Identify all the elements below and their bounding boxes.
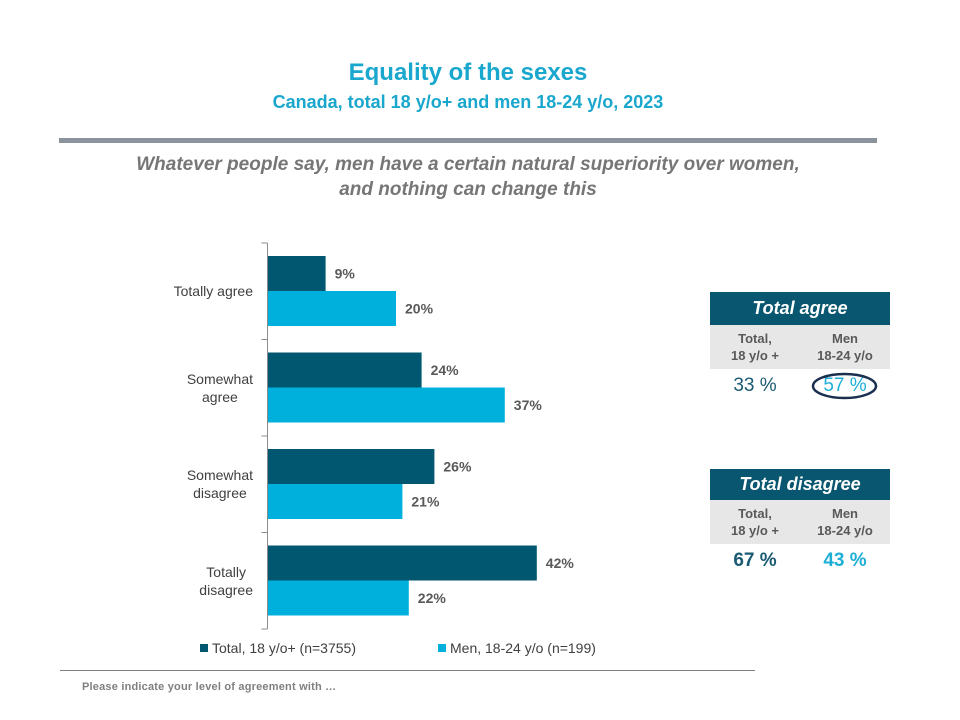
category-label: Totally agree xyxy=(174,282,253,300)
column-header-total: Total, 18 y/o + xyxy=(710,500,800,544)
data-label-men-4: 22% xyxy=(418,590,447,606)
survey-question-line-1: Whatever people say, men have a certain … xyxy=(136,154,800,175)
legend-item-total: Total, 18 y/o+ (n=3755) xyxy=(200,639,356,657)
total-disagree-column-headers: Total, 18 y/o + Men 18-24 y/o xyxy=(710,500,890,544)
column-header-line: Total, xyxy=(738,506,772,521)
bar-men-2 xyxy=(268,387,505,423)
highlight-ellipse-shape xyxy=(811,372,878,400)
category-label-line: Totally xyxy=(206,563,246,580)
data-label-men-3: 21% xyxy=(411,494,440,510)
data-label-men-2: 37% xyxy=(514,397,543,413)
legend-label-men: Men, 18-24 y/o (n=199) xyxy=(450,640,596,656)
bar-total-1 xyxy=(268,256,326,291)
data-label-total-4: 42% xyxy=(546,555,575,571)
bar-total-4 xyxy=(268,545,537,581)
footer-note: Please indicate your level of agreement … xyxy=(82,681,337,693)
column-header-line: 18-24 y/o xyxy=(817,523,873,538)
category-label-line: Totally agree xyxy=(173,283,253,299)
data-label-men-1: 20% xyxy=(405,301,434,317)
column-header-line: Total, xyxy=(738,331,772,346)
highlight-ellipse xyxy=(811,372,878,400)
category-label-text: Somewhat disagree xyxy=(187,466,253,502)
bar-men-1 xyxy=(268,291,396,326)
total-disagree-men-value: 43 % xyxy=(823,550,867,571)
category-label-line: Somewhat xyxy=(186,370,253,387)
chart-legend: Total, 18 y/o+ (n=3755) Men, 18-24 y/o (… xyxy=(0,639,960,657)
category-label: Somewhat agree xyxy=(187,370,253,406)
total-agree-men-value: 57 % xyxy=(823,375,867,396)
column-header-men: Men 18-24 y/o xyxy=(800,500,890,544)
bar-total-3 xyxy=(268,449,435,484)
column-header-line: Men xyxy=(832,506,858,521)
survey-question-line-2: and nothing can change this xyxy=(339,179,597,200)
total-agree-table: Total agree Total, 18 y/o + Men 18-24 y/… xyxy=(710,292,890,403)
total-agree-total-value: 33 % xyxy=(733,375,777,396)
total-agree-header: Total agree xyxy=(710,292,890,325)
bar-men-4 xyxy=(268,580,409,616)
category-label-line: disagree xyxy=(193,485,247,501)
category-label-text: Totally agree xyxy=(174,282,253,300)
data-label-total-3: 26% xyxy=(443,459,472,475)
total-disagree-total-value: 67 % xyxy=(733,550,777,571)
header-divider xyxy=(59,138,877,143)
legend-swatch-total xyxy=(200,644,208,652)
data-label-total-1: 9% xyxy=(335,266,356,282)
bar-total-2 xyxy=(268,352,422,388)
chart-subtitle: Canada, total 18 y/o+ and men 18-24 y/o,… xyxy=(272,92,664,112)
total-agree-column-headers: Total, 18 y/o + Men 18-24 y/o xyxy=(710,325,890,369)
category-label-line: agree xyxy=(202,388,238,405)
total-agree-values: 33 % 57 % xyxy=(710,369,890,403)
category-label-text: Totally disagree xyxy=(199,563,253,599)
category-label: Totally disagree xyxy=(199,563,253,599)
bar-men-3 xyxy=(268,484,403,519)
legend-label-total: Total, 18 y/o+ (n=3755) xyxy=(212,640,356,656)
footer-divider xyxy=(60,670,755,671)
total-disagree-values: 67 % 43 % xyxy=(710,544,890,578)
category-label-line: Somewhat xyxy=(186,467,253,483)
data-label-total-2: 24% xyxy=(431,362,460,378)
column-header-men: Men 18-24 y/o xyxy=(800,325,890,369)
column-header-line: 18 y/o + xyxy=(730,348,780,363)
total-disagree-header: Total disagree xyxy=(710,469,890,500)
chart-title: Equality of the sexes xyxy=(348,59,588,86)
total-disagree-table: Total disagree Total, 18 y/o + Men 18-24… xyxy=(710,469,890,578)
category-label: Somewhat disagree xyxy=(187,466,253,502)
survey-question: Whatever people say, men have a certain … xyxy=(0,152,936,202)
column-header-line: Men xyxy=(832,331,858,346)
column-header-total: Total, 18 y/o + xyxy=(710,325,800,369)
column-header-line: 18 y/o + xyxy=(730,523,780,538)
column-header-line: 18-24 y/o xyxy=(817,348,873,363)
legend-swatch-men xyxy=(438,644,446,652)
category-label-text: Somewhat agree xyxy=(187,370,253,406)
category-label-line: disagree xyxy=(199,581,253,598)
legend-item-men: Men, 18-24 y/o (n=199) xyxy=(438,639,596,657)
